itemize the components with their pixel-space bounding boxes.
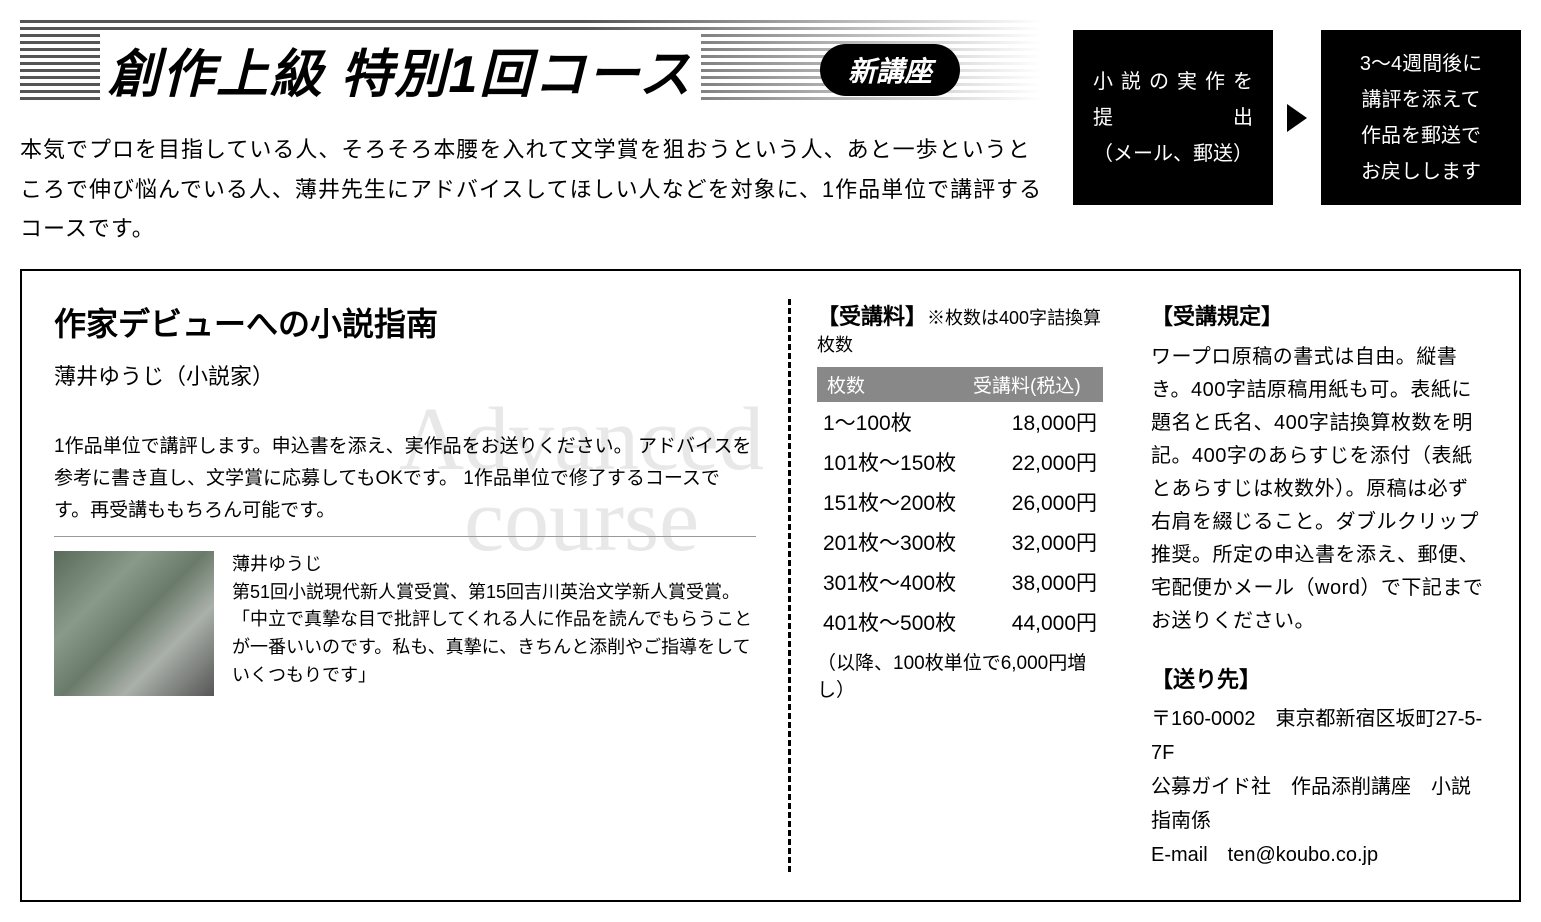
fee-row: 301枚～400枚38,000円 [817, 562, 1103, 602]
fee-table-header: 枚数 受講料(税込) [817, 367, 1103, 402]
instructor-photo [54, 551, 214, 696]
header-left: 創作上級 特別1回コース 新講座 本気でプロを目指している人、そろそろ本腰を入れ… [20, 20, 1043, 249]
title-row: 創作上級 特別1回コース 新講座 [20, 20, 1043, 100]
fees-column: 【受講料】※枚数は400字詰換算枚数 枚数 受講料(税込) 1～100枚18,0… [795, 299, 1125, 872]
rules-text: ワープロ原稿の書式は自由。縦書き。400字詰原稿用紙も可。表紙に題名と氏名、40… [1151, 341, 1487, 638]
main-title: 創作上級 特別1回コース [100, 32, 701, 107]
address-label: 【送り先】 [1151, 667, 1261, 692]
flow-line: （メール、郵送） [1093, 136, 1253, 172]
course-title: 作家デビューへの小説指南 [54, 299, 756, 345]
fee-row: 101枚～150枚22,000円 [817, 442, 1103, 482]
profile-name: 薄井ゆうじ [232, 551, 756, 579]
fee-row: 1～100枚18,000円 [817, 402, 1103, 442]
fee-header-col1: 枚数 [827, 371, 973, 398]
fee-row: 201枚～300枚32,000円 [817, 522, 1103, 562]
arrow-right-icon [1287, 104, 1307, 132]
address-text: 〒160-0002 東京都新宿区坂町27-5-7F 公募ガイド社 作品添削講座 … [1151, 702, 1487, 872]
flow-line: 講評を添えて [1362, 82, 1481, 118]
intro-text: 本気でプロを目指している人、そろそろ本腰を入れて文学賞を狙おうという人、あと一歩… [20, 130, 1043, 249]
flow-box-submit: 小説の実作を 提出 （メール、郵送） [1073, 30, 1273, 205]
address-section: 【送り先】 〒160-0002 東京都新宿区坂町27-5-7F 公募ガイド社 作… [1151, 662, 1487, 872]
fee-table: 枚数 受講料(税込) 1～100枚18,000円 101枚～150枚22,000… [817, 367, 1103, 642]
rules-column: 【受講規定】 ワープロ原稿の書式は自由。縦書き。400字詰原稿用紙も可。表紙に題… [1125, 299, 1487, 872]
address-line: 公募ガイド社 作品添削講座 小説指南係 [1151, 770, 1487, 838]
profile-bio: 第51回小説現代新人賞受賞、第15回吉川英治文学新人賞受賞。 「中立で真摯な目で… [232, 579, 756, 691]
course-column: Advanced course 作家デビューへの小説指南 薄井ゆうじ（小説家） … [54, 299, 784, 872]
flow-boxes: 小説の実作を 提出 （メール、郵送） 3～4週間後に 講評を添えて 作品を郵送で… [1073, 30, 1521, 205]
address-line: 〒160-0002 東京都新宿区坂町27-5-7F [1151, 702, 1487, 770]
fee-footnote: （以降、100枚単位で6,000円増し） [817, 648, 1103, 702]
fee-header-col2: 受講料(税込) [973, 371, 1093, 398]
flow-line: 作品を郵送で [1361, 118, 1481, 154]
instructor-profile: 薄井ゆうじ 第51回小説現代新人賞受賞、第15回吉川英治文学新人賞受賞。 「中立… [54, 551, 756, 696]
course-description: 1作品単位で講評します。申込書を添え、実作品をお送りください。 アドバイスを参考… [54, 431, 756, 537]
new-course-badge: 新講座 [820, 44, 960, 96]
flow-box-return: 3～4週間後に 講評を添えて 作品を郵送で お戻しします [1321, 30, 1521, 205]
profile-text: 薄井ゆうじ 第51回小説現代新人賞受賞、第15回吉川英治文学新人賞受賞。 「中立… [232, 551, 756, 690]
flow-line: お戻しします [1361, 154, 1481, 190]
details-box: Advanced course 作家デビューへの小説指南 薄井ゆうじ（小説家） … [20, 269, 1521, 902]
fees-heading: 【受講料】※枚数は400字詰換算枚数 [817, 299, 1103, 357]
instructor-name: 薄井ゆうじ（小説家） [54, 359, 756, 391]
fee-row: 401枚～500枚44,000円 [817, 602, 1103, 642]
fees-label: 【受講料】 [817, 304, 927, 329]
header-section: 創作上級 特別1回コース 新講座 本気でプロを目指している人、そろそろ本腰を入れ… [20, 20, 1521, 249]
fee-row: 151枚～200枚26,000円 [817, 482, 1103, 522]
rules-label: 【受講規定】 [1151, 304, 1283, 329]
flow-line: 提出 [1093, 100, 1253, 136]
vertical-divider [788, 299, 791, 872]
address-email: E-mail ten@koubo.co.jp [1151, 838, 1487, 872]
flow-line: 小説の実作を [1093, 64, 1253, 100]
flow-line: 3～4週間後に [1360, 46, 1482, 82]
